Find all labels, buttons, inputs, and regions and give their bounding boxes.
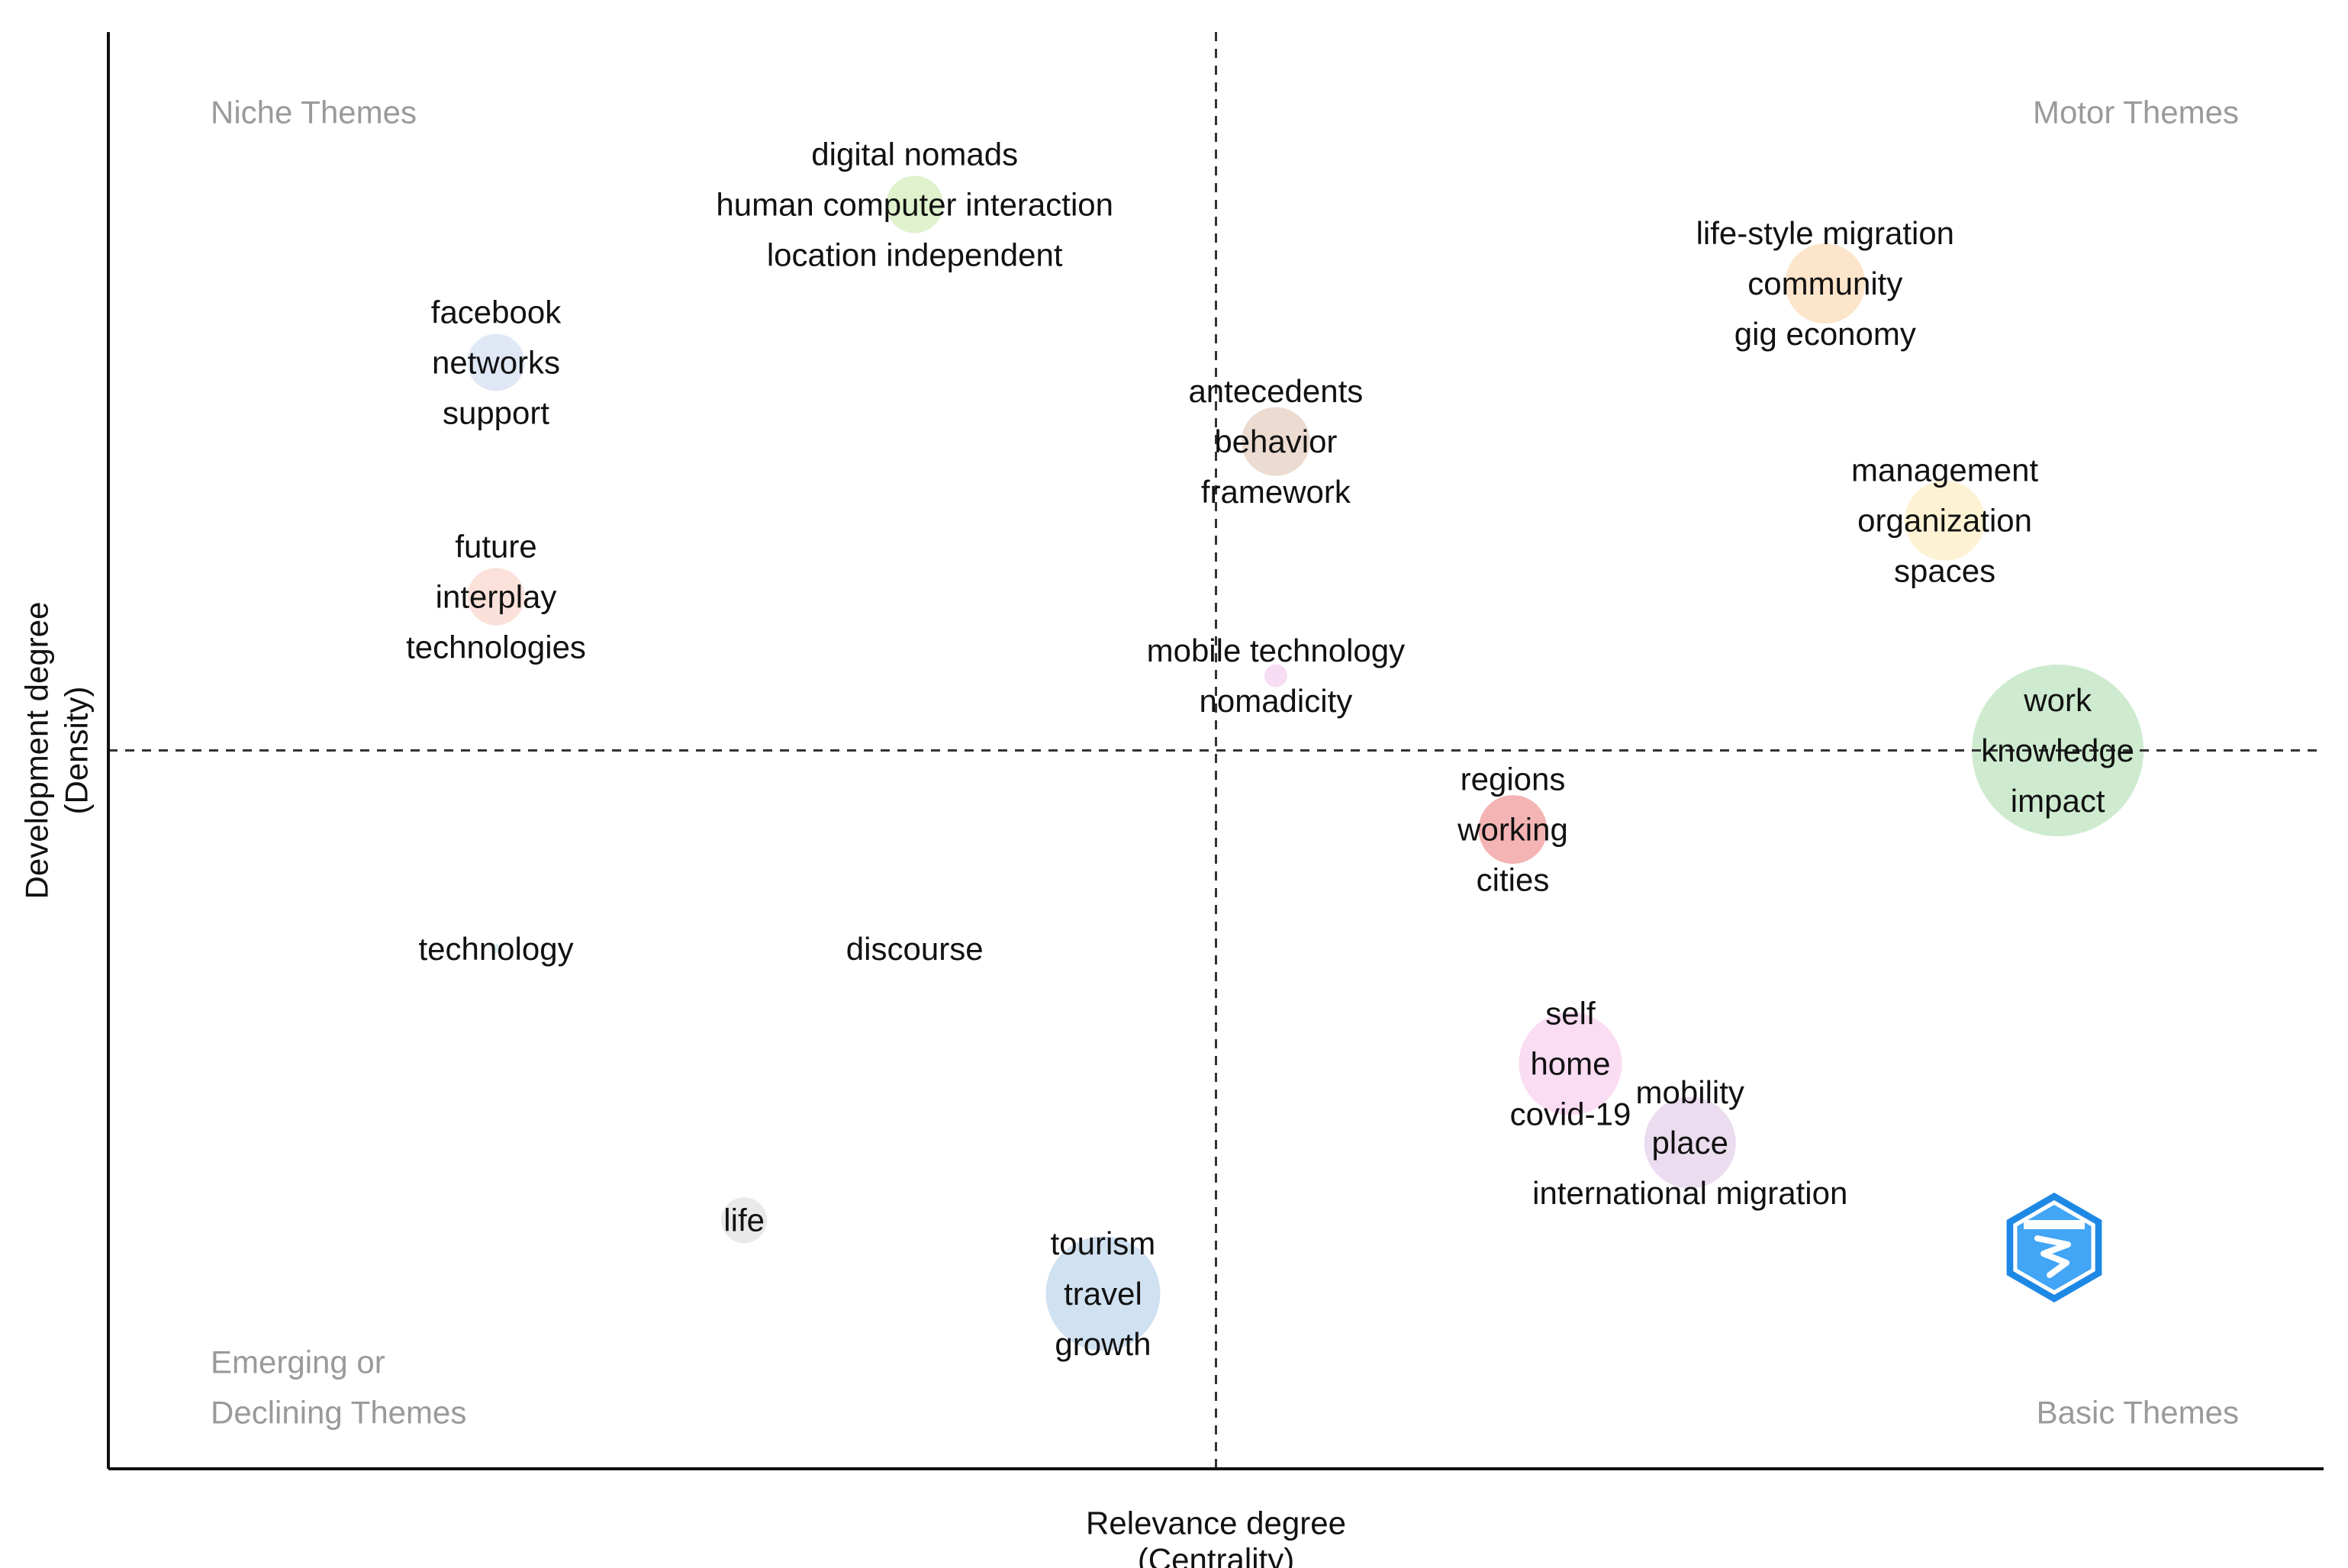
cluster-word-label: location independent	[767, 237, 1063, 272]
cluster-word-label: life	[723, 1203, 765, 1238]
logo-banner	[2024, 1220, 2085, 1229]
cluster-bubble	[1264, 664, 1287, 687]
cluster-word-label: life-style migration	[1696, 215, 1954, 251]
cluster-bubble	[1519, 1012, 1622, 1116]
cluster-word-label: gig economy	[1734, 316, 1916, 352]
cluster-word-label: international migration	[1532, 1175, 1847, 1211]
quadrant-label: Niche Themes	[211, 95, 417, 130]
cluster-label-group: life-style migration community gig economy	[1696, 215, 1954, 352]
cluster-label-group: future interplay technologies	[406, 529, 586, 665]
cluster-bubble	[1905, 480, 1986, 561]
cluster-word-label: technologies	[406, 629, 586, 665]
cluster-word-label: self	[1545, 995, 1596, 1031]
cluster-word-label: mobile technology	[1147, 633, 1406, 668]
cluster-label-group: management organization spaces	[1851, 452, 2038, 589]
cluster-word-label: mobility	[1636, 1074, 1744, 1110]
cluster-word-label: growth	[1055, 1326, 1151, 1362]
cluster-label-group: self home covid-19	[1510, 995, 1631, 1132]
cluster-bubble	[1478, 795, 1548, 864]
cluster-word-label: framework	[1201, 474, 1351, 510]
cluster-label-group: antecedents behavior framework	[1188, 373, 1363, 510]
y-axis-subtitle: (Density)	[59, 686, 95, 814]
cluster-label-group: discourse	[846, 931, 984, 967]
cluster-label-group: life	[723, 1203, 765, 1238]
cluster-word-label: working	[1457, 812, 1568, 848]
quadrant-layer: Niche Themes Motor Themes Emerging or Decli…	[211, 95, 2239, 1431]
cluster-word-label: covid-19	[1510, 1096, 1631, 1132]
axis-title-layer: Relevance degree(Centrality) Development …	[19, 602, 1346, 1568]
cluster-bubble	[1644, 1096, 1736, 1189]
cluster-bubble	[491, 944, 501, 954]
cluster-bubble	[909, 942, 921, 955]
cluster-word-label: travel	[1064, 1276, 1142, 1312]
cluster-bubble	[1785, 243, 1866, 324]
cluster-bubble	[1241, 407, 1310, 476]
cluster-word-label: support	[443, 395, 549, 431]
cluster-bubble	[886, 175, 944, 233]
logo-helix	[2034, 1235, 2071, 1278]
quadrant-label: Basic Themes	[2037, 1395, 2239, 1431]
cluster-label-group: technology	[418, 931, 573, 967]
y-axis-title: Development degree	[19, 602, 55, 900]
quadrant-label: Motor Themes	[2033, 95, 2239, 130]
cluster-bubble	[1045, 1236, 1161, 1351]
cluster-word-label: antecedents	[1188, 373, 1363, 409]
cluster-word-label: community	[1747, 266, 1902, 301]
cluster-word-label: knowledge	[1981, 732, 2134, 768]
label-layer: digital nomads human computer interaction…	[406, 136, 2134, 1361]
cluster-word-label: home	[1530, 1045, 1610, 1081]
cluster-word-label: digital nomads	[811, 136, 1018, 172]
cluster-word-label: human computer interaction	[716, 186, 1113, 222]
cluster-word-label: facebook	[431, 295, 562, 330]
cluster-word-label: interplay	[436, 579, 557, 615]
quadrant-label: Declining Themes	[211, 1395, 466, 1431]
cluster-word-label: spaces	[1894, 553, 1995, 589]
cluster-label-group: regions working cities	[1457, 761, 1568, 898]
cluster-label-group: work knowledge impact	[1981, 682, 2134, 819]
cluster-word-label: future	[455, 529, 536, 565]
cluster-word-label: management	[1851, 452, 2038, 488]
cluster-label-group: mobility place international migration	[1532, 1074, 1847, 1211]
cluster-label-group: digital nomads human computer interaction…	[716, 136, 1113, 272]
cluster-word-label: discourse	[846, 931, 984, 967]
quadrant-label: Emerging or	[211, 1344, 385, 1380]
cluster-label-group: mobile technology nomadicity	[1147, 633, 1406, 719]
cluster-word-label: regions	[1461, 761, 1566, 797]
x-axis-title: Relevance degree	[1086, 1505, 1346, 1541]
cluster-label-group: facebook networks support	[431, 295, 562, 431]
cluster-word-label: impact	[2011, 783, 2105, 819]
cluster-word-label: nomadicity	[1199, 683, 1352, 719]
cluster-bubble	[467, 333, 525, 391]
cluster-word-label: technology	[418, 931, 573, 967]
cluster-word-label: networks	[432, 345, 560, 381]
cluster-word-label: work	[2023, 682, 2092, 718]
cluster-word-label: behavior	[1214, 423, 1337, 459]
cluster-word-label: tourism	[1051, 1225, 1156, 1261]
x-axis-subtitle: (Centrality)	[1138, 1542, 1294, 1568]
cluster-word-label: organization	[1857, 503, 2032, 539]
cluster-bubble	[721, 1197, 768, 1244]
cluster-word-label: cities	[1477, 862, 1550, 898]
cluster-word-label: place	[1652, 1125, 1728, 1161]
cluster-bubble	[467, 568, 525, 626]
bibliometrix-logo	[2006, 1193, 2102, 1302]
cluster-label-group: tourism travel growth	[1051, 1225, 1156, 1362]
